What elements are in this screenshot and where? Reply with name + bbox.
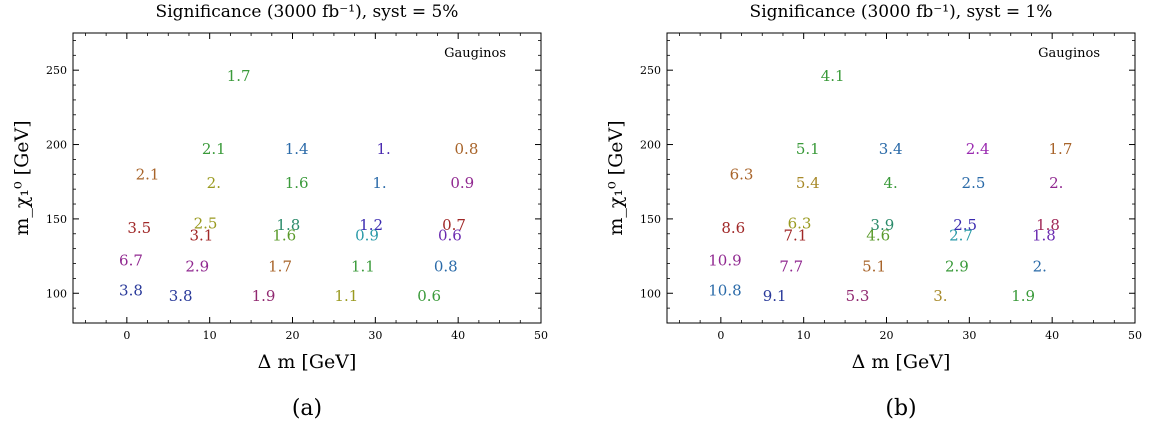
y-tick-label: 200 — [46, 139, 67, 152]
x-tick-label: 50 — [534, 329, 548, 342]
data-label: 1.6 — [285, 174, 309, 192]
y-axis-label: m_χ₁⁰ [GeV] — [11, 120, 33, 235]
x-tick-label: 0 — [717, 329, 724, 342]
data-label: 1.6 — [272, 226, 296, 244]
x-tick-label: 0 — [123, 329, 130, 342]
x-tick-label: 10 — [203, 329, 217, 342]
y-tick-label: 150 — [46, 213, 67, 226]
data-label: 1. — [376, 140, 390, 158]
panel-b: Significance (3000 fb⁻¹), syst = 1% 0 10 2… — [605, 2, 1142, 421]
data-label: 5.3 — [846, 287, 870, 305]
annotation-gauginos: Gauginos — [1038, 46, 1100, 61]
data-label: 0.7 — [442, 216, 466, 234]
data-label: 1.8 — [276, 216, 300, 234]
data-label: 1.2 — [359, 216, 383, 234]
data-label: 2.9 — [185, 257, 209, 275]
y-tick-label: 100 — [46, 287, 67, 300]
y-tick-label: 200 — [640, 139, 661, 152]
data-label: 2.1 — [202, 140, 226, 158]
x-tick-label: 40 — [1045, 329, 1059, 342]
x-tick-label: 30 — [962, 329, 976, 342]
data-label: 1.1 — [334, 287, 358, 305]
plot-frame — [666, 32, 1136, 324]
data-label: 7.7 — [779, 257, 803, 275]
data-label: 1.7 — [1049, 140, 1073, 158]
data-label: 10.9 — [708, 252, 741, 270]
y-axis-label: m_χ₁⁰ [GeV] — [605, 120, 627, 235]
data-label: 2.5 — [953, 216, 977, 234]
data-label: 2.4 — [966, 140, 990, 158]
y-tick-label: 250 — [46, 64, 67, 77]
data-label: 3.5 — [127, 219, 151, 237]
data-label: 6.3 — [730, 165, 754, 183]
data-label: 0.6 — [438, 226, 462, 244]
data-label: 10.8 — [708, 281, 741, 299]
panel-a: Significance (3000 fb⁻¹), syst = 5% 0 10 2… — [11, 2, 548, 421]
data-label: 1.9 — [1011, 287, 1035, 305]
data-label: 2.5 — [194, 214, 218, 232]
data-label: 1.4 — [285, 140, 309, 158]
data-label: 1.8 — [1032, 226, 1056, 244]
data-label: 2. — [207, 174, 221, 192]
data-label: 2. — [1049, 174, 1063, 192]
data-label: 6.3 — [788, 214, 812, 232]
x-axis-label: Δ m [GeV] — [852, 351, 951, 373]
data-label: 1.8 — [1036, 216, 1060, 234]
x-tick-label: 40 — [451, 329, 465, 342]
axis-ticks: 0 10 20 30 40 50 100 150 200 250 — [640, 33, 1142, 342]
data-label: 8.6 — [721, 219, 745, 237]
data-label: 1.7 — [268, 257, 292, 275]
plot-frame — [72, 32, 542, 324]
data-label: 7.1 — [783, 226, 807, 244]
axis-ticks: 0 10 20 30 40 50 100 150 200 250 — [46, 33, 548, 342]
data-label: 2.7 — [949, 226, 973, 244]
data-label: 3.4 — [879, 140, 903, 158]
data-label: 0.8 — [455, 140, 479, 158]
data-label: 5.1 — [796, 140, 820, 158]
chart-title: Significance (3000 fb⁻¹), syst = 5% — [156, 2, 459, 22]
data-label: 1.7 — [227, 67, 251, 85]
data-label: 5.1 — [862, 257, 886, 275]
data-label: 0.8 — [434, 257, 458, 275]
data-label: 3.1 — [189, 226, 213, 244]
chart-title-text: Significance (3000 fb⁻¹), syst = 1% — [750, 2, 1053, 22]
data-label: 3.9 — [870, 216, 894, 234]
annotation-gauginos: Gauginos — [444, 46, 506, 61]
data-label: 9.1 — [763, 287, 787, 305]
data-label: 3. — [933, 287, 947, 305]
data-label: 0.9 — [450, 174, 474, 192]
data-label: 1.9 — [252, 287, 276, 305]
x-axis-label: Δ m [GeV] — [258, 351, 357, 373]
data-label: 2. — [1033, 257, 1047, 275]
data-label: 6.7 — [119, 252, 143, 270]
data-label: 4.1 — [821, 67, 845, 85]
data-label: 5.4 — [796, 174, 820, 192]
data-label: 4.6 — [866, 226, 890, 244]
y-tick-label: 250 — [640, 64, 661, 77]
data-label: 1. — [372, 174, 386, 192]
x-tick-label: 20 — [286, 329, 300, 342]
y-tick-label: 150 — [640, 213, 661, 226]
panel-caption: (b) — [885, 396, 916, 421]
y-tick-label: 100 — [640, 287, 661, 300]
data-label: 0.9 — [355, 226, 379, 244]
data-label: 2.9 — [945, 257, 969, 275]
chart-title: Significance (3000 fb⁻¹), syst = 1% — [750, 2, 1053, 22]
data-label: 0.6 — [417, 287, 441, 305]
chart-title-text: Significance (3000 fb⁻¹), syst = 5% — [156, 2, 459, 22]
x-tick-label: 30 — [368, 329, 382, 342]
x-tick-label: 20 — [880, 329, 894, 342]
data-label: 3.8 — [169, 287, 193, 305]
data-labels: 1.72.13.56.73.82.12.2.53.12.93.81.41.61.… — [119, 67, 478, 305]
data-labels: 4.16.38.610.910.85.15.46.37.17.79.13.44.… — [708, 67, 1072, 305]
data-label: 1.1 — [351, 257, 375, 275]
data-label: 2.1 — [136, 165, 160, 183]
x-tick-label: 50 — [1128, 329, 1142, 342]
data-label: 3.8 — [119, 281, 143, 299]
panel-caption: (a) — [292, 396, 322, 421]
x-tick-label: 10 — [797, 329, 811, 342]
data-label: 2.5 — [962, 174, 986, 192]
data-label: 4. — [883, 174, 897, 192]
